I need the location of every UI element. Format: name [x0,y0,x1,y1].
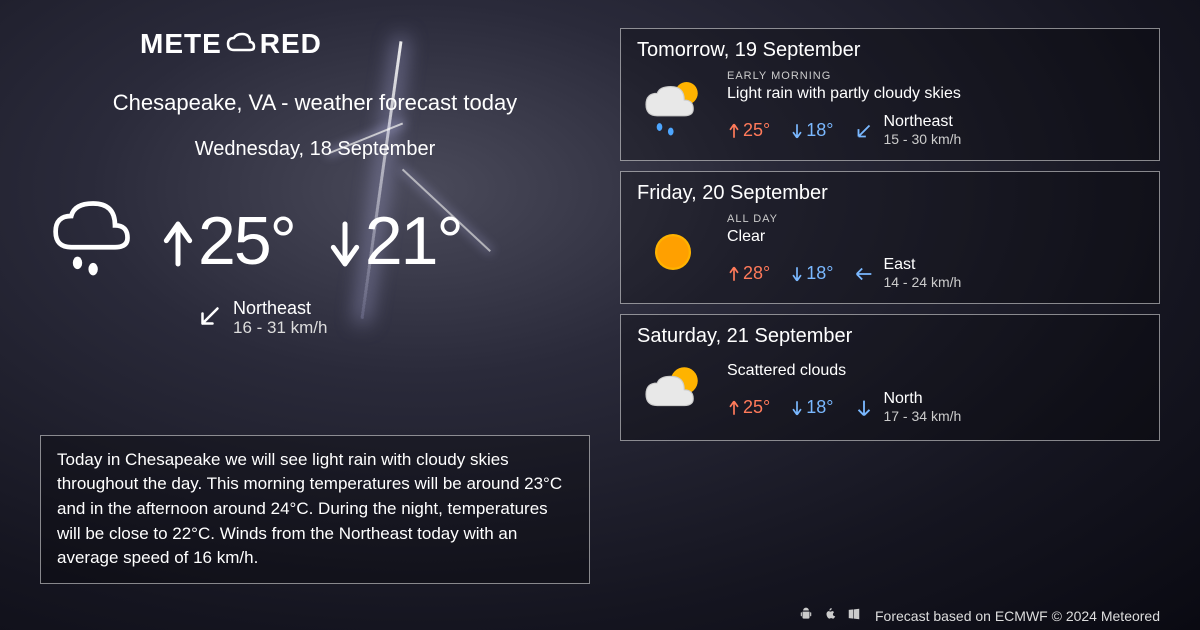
location-title: Chesapeake, VA - weather forecast today [40,90,590,116]
forecast-high: 25° [727,397,770,418]
forecast-date: Friday, 20 September [637,182,1143,205]
windows-icon [847,607,861,624]
rain-sun-icon [637,73,709,145]
forecast-high: 25° [727,120,770,141]
forecast-low: 18° [790,120,833,141]
forecast-date: Tomorrow, 19 September [637,39,1143,62]
forecast-list: Tomorrow, 19 September EARLY MORNING Lig… [620,28,1160,612]
rain-cloud-icon [40,191,140,291]
forecast-low: 18° [790,263,833,284]
current-wind: Northeast 16 - 31 km/h [195,299,590,337]
android-icon [799,607,813,624]
footer: Forecast based on ECMWF © 2024 Meteored [799,607,1160,624]
brand-logo: METE RED [140,28,590,60]
wind-arrow-icon [195,301,225,336]
forecast-wind: East14 - 24 km/h [853,256,961,291]
forecast-condition: Light rain with partly cloudy skies [727,85,1143,103]
forecast-period: ALL DAY [727,213,1143,225]
forecast-card: Friday, 20 September ALL DAY Clear 28° 1… [620,171,1160,304]
apple-icon [823,607,837,624]
cloud-sun-icon [637,356,709,428]
brand-text-2: RED [260,28,322,60]
forecast-date: Saturday, 21 September [637,325,1143,348]
footer-text: Forecast based on ECMWF © 2024 Meteored [875,608,1160,624]
summary-text: Today in Chesapeake we will see light ra… [40,435,590,584]
wind-speed: 16 - 31 km/h [233,319,328,338]
forecast-low: 18° [790,397,833,418]
forecast-wind: Northeast15 - 30 km/h [853,113,961,148]
forecast-card: Saturday, 21 September Scattered clouds … [620,314,1160,441]
forecast-wind: North17 - 34 km/h [853,390,961,425]
wind-direction: Northeast [233,299,328,319]
sun-icon [637,216,709,288]
brand-cloud-icon [226,32,256,56]
current-high: 25° [158,202,295,280]
brand-text-1: METE [140,28,222,60]
current-date: Wednesday, 18 September [40,138,590,161]
forecast-high: 28° [727,263,770,284]
forecast-period: EARLY MORNING [727,70,1143,82]
current-low: 21° [325,202,462,280]
forecast-card: Tomorrow, 19 September EARLY MORNING Lig… [620,28,1160,161]
current-conditions: 25° 21° [40,191,590,291]
forecast-condition: Scattered clouds [727,362,1143,380]
forecast-condition: Clear [727,228,1143,246]
